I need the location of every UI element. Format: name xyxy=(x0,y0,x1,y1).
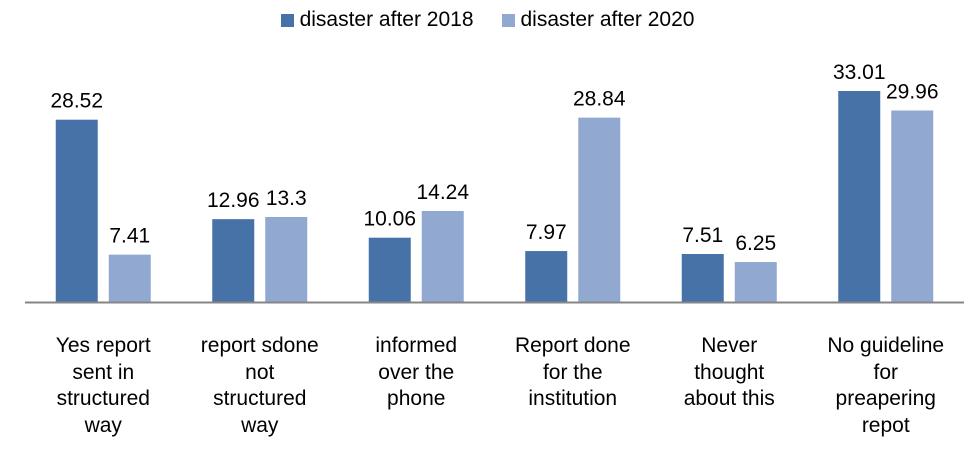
bar-2018-5 xyxy=(838,91,881,302)
legend-label-2018: disaster after 2018 xyxy=(299,8,474,31)
bar-2018-1 xyxy=(212,219,255,302)
bar-2020-0 xyxy=(108,254,151,302)
data-label-2018-3: 7.97 xyxy=(526,221,567,244)
data-label-2020-3: 28.84 xyxy=(573,88,626,111)
data-label-2018-0: 28.52 xyxy=(50,90,103,113)
legend-item-2020[interactable]: disaster after 2020 xyxy=(501,7,695,33)
data-label-2018-5: 33.01 xyxy=(833,61,886,84)
data-label-2020-2: 14.24 xyxy=(416,181,469,204)
data-label-2018-1: 12.96 xyxy=(207,189,260,212)
data-label-2020-0: 7.41 xyxy=(109,225,150,248)
category-label-3: Report done for the institution xyxy=(514,334,631,410)
bar-2020-4 xyxy=(734,262,777,302)
legend-item-2018[interactable]: disaster after 2018 xyxy=(280,7,474,33)
category-label-0: Yes report sent in structured way xyxy=(55,334,151,437)
legend-label-2020: disaster after 2020 xyxy=(520,8,695,31)
bar-2018-0 xyxy=(55,119,98,302)
category-label-4: Never thought about this xyxy=(683,334,775,410)
category-label-1: report sdone not structured way xyxy=(200,334,319,437)
bar-2020-3 xyxy=(578,117,621,302)
data-label-2020-5: 29.96 xyxy=(886,80,939,103)
bar-2018-2 xyxy=(368,237,411,302)
bar-2020-2 xyxy=(421,210,464,302)
legend-swatch-2018 xyxy=(280,13,294,27)
category-label-5: No guideline for preapering repot xyxy=(827,334,945,437)
legend-swatch-2020 xyxy=(501,13,515,27)
legend: disaster after 2018 disaster after 2020 xyxy=(0,7,975,33)
data-label-2020-4: 6.25 xyxy=(735,232,776,255)
bar-2020-5 xyxy=(891,110,934,302)
bar-2020-1 xyxy=(265,216,308,302)
category-label-2: informed over the phone xyxy=(375,334,458,410)
data-label-2020-1: 13.3 xyxy=(266,187,307,210)
bar-2018-4 xyxy=(681,253,724,302)
bar-2018-3 xyxy=(525,251,568,302)
data-label-2018-2: 10.06 xyxy=(363,208,416,231)
data-label-2018-4: 7.51 xyxy=(682,224,723,247)
